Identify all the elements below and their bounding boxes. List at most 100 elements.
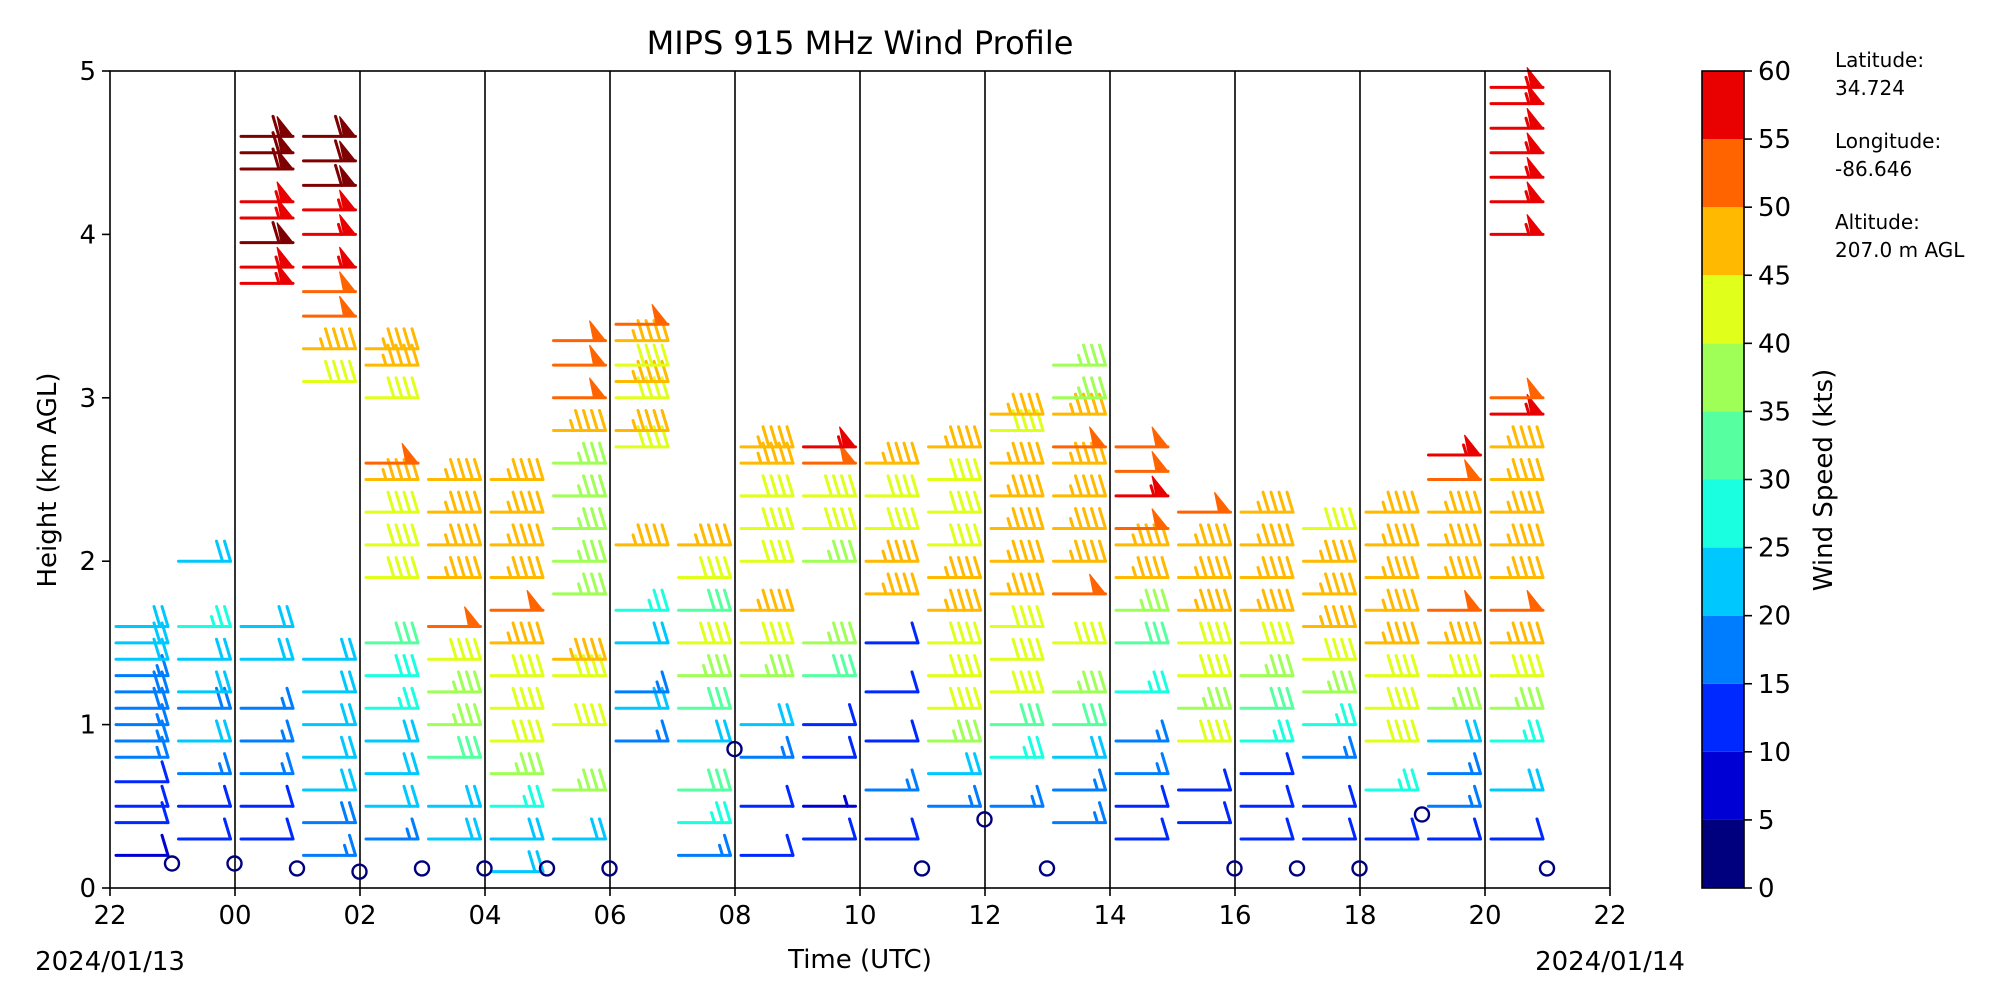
wind-barb <box>802 817 857 841</box>
wind-barb <box>239 784 295 808</box>
wind-barb <box>927 719 982 743</box>
wind-barb <box>1177 654 1232 678</box>
wind-barb <box>1052 507 1107 531</box>
x-tick-label: 06 <box>593 901 626 931</box>
wind-barb <box>427 735 482 759</box>
wind-barb <box>1427 434 1482 457</box>
colorbar-tick-label: 35 <box>1758 397 1791 427</box>
wind-barb <box>239 246 295 269</box>
calm-wind-marker <box>351 863 368 880</box>
colorbar-segment <box>1702 207 1744 276</box>
wind-barb <box>677 833 732 857</box>
y-tick-label: 2 <box>79 547 96 577</box>
calm-wind-marker <box>976 811 993 828</box>
calm-wind-marker <box>1538 860 1556 877</box>
colorbar-segment <box>1702 547 1744 616</box>
wind-barb <box>1114 719 1170 743</box>
colorbar-segment <box>1702 411 1744 480</box>
wind-barb <box>1052 573 1107 596</box>
calm-wind-marker <box>226 855 243 872</box>
wind-barb <box>302 271 357 294</box>
colorbar-tick-label: 15 <box>1758 670 1791 700</box>
wind-barb <box>1489 621 1545 645</box>
wind-barb <box>114 784 170 808</box>
colorbar-segment <box>1702 751 1744 820</box>
wind-barb <box>1489 132 1545 155</box>
wind-barb <box>1239 719 1295 743</box>
wind-barb <box>364 817 420 841</box>
wind-barb <box>552 344 607 367</box>
wind-barb <box>552 507 607 531</box>
wind-barb <box>1052 343 1107 367</box>
wind-barb <box>1114 475 1170 498</box>
colorbar-tick-label: 40 <box>1758 329 1791 359</box>
wind-barb <box>1427 556 1482 580</box>
wind-barb <box>427 670 482 694</box>
wind-barb <box>1239 654 1295 678</box>
wind-barb <box>302 703 357 727</box>
wind-barb <box>989 441 1045 465</box>
wind-barb <box>552 320 607 343</box>
y-axis-label: Height (km AGL) <box>33 372 63 587</box>
x-axis-ticks: 22 00 02 04 06 08 10 12 14 16 18 20 22 <box>93 888 1627 931</box>
altitude-label: Altitude: <box>1835 210 1920 234</box>
calm-wind-marker <box>476 860 493 877</box>
wind-barb <box>677 801 732 825</box>
x-tick-label: 12 <box>968 901 1001 931</box>
wind-barb <box>364 752 420 776</box>
wind-barb <box>177 670 232 694</box>
station-info: Latitude: 34.724 Longitude: -86.646 Alti… <box>1835 48 1965 262</box>
wind-barb <box>427 458 482 481</box>
wind-barb <box>489 850 545 874</box>
wind-barb <box>1302 572 1357 596</box>
colorbar-segment <box>1702 615 1744 684</box>
wind-barb <box>427 784 482 808</box>
wind-barb <box>677 768 732 792</box>
wind-barb <box>927 523 982 547</box>
wind-barb <box>1489 107 1545 130</box>
wind-barb <box>677 556 732 580</box>
wind-barb <box>1177 621 1232 645</box>
wind-barb <box>864 441 920 465</box>
wind-barb <box>1427 621 1482 645</box>
wind-barb <box>364 654 420 678</box>
wind-barb <box>1239 621 1295 645</box>
calm-wind-marker <box>1413 806 1431 823</box>
colorbar-segment <box>1702 139 1744 208</box>
wind-barb <box>1052 703 1107 727</box>
wind-barb <box>1302 703 1357 727</box>
wind-barb <box>489 719 545 743</box>
colorbar <box>1701 70 1745 889</box>
calm-wind-marker <box>601 860 618 877</box>
wind-barb <box>177 605 232 629</box>
wind-barb <box>1239 752 1295 776</box>
wind-barb <box>989 670 1045 694</box>
wind-barb <box>927 458 982 481</box>
wind-barb <box>1364 817 1420 841</box>
wind-barb <box>1489 556 1545 580</box>
end-date-label: 2024/01/14 <box>1535 947 1685 977</box>
wind-barb <box>302 735 357 759</box>
wind-barb <box>302 637 357 661</box>
colorbar-segment <box>1702 275 1744 344</box>
wind-barb <box>489 686 545 710</box>
x-tick-label: 04 <box>468 901 501 931</box>
wind-barb <box>302 246 357 269</box>
wind-barb <box>302 359 357 383</box>
colorbar-tick-label: 55 <box>1758 125 1791 155</box>
wind-barb <box>1239 523 1295 547</box>
wind-barb <box>1052 621 1107 645</box>
colorbar-segment <box>1702 683 1744 752</box>
wind-barb <box>1177 801 1232 825</box>
colorbar-tick-label: 45 <box>1758 261 1791 291</box>
latitude-label: Latitude: <box>1835 48 1924 72</box>
wind-barb <box>677 719 732 743</box>
x-tick-label: 08 <box>718 901 751 931</box>
wind-barb <box>864 572 920 596</box>
wind-barb <box>864 817 920 841</box>
longitude-value: -86.646 <box>1835 157 1912 181</box>
wind-barb <box>927 425 982 449</box>
wind-barb <box>1489 490 1545 514</box>
wind-barb <box>1427 523 1482 547</box>
y-tick-label: 1 <box>79 711 96 741</box>
